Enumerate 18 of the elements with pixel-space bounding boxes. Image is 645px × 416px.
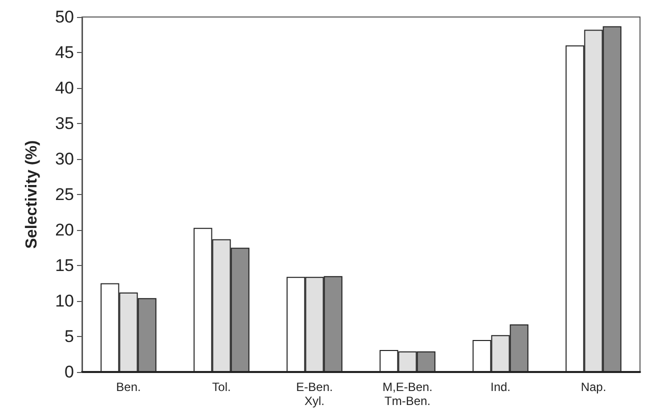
x-tick-label: Ind.: [490, 380, 511, 394]
y-tick-label: 40: [55, 78, 74, 98]
y-tick-label: 0: [64, 362, 74, 382]
y-tick-label: 30: [55, 150, 74, 168]
y-tick-label: 10: [55, 292, 74, 310]
x-tick-label: M,E-Ben. Tm-Ben.: [382, 380, 433, 408]
x-tick-label: E-Ben. Xyl.: [296, 380, 333, 408]
y-tick-label: 45: [55, 43, 74, 62]
y-tick-label: 35: [55, 114, 74, 133]
x-tick-label: Nap.: [580, 380, 606, 394]
y-tick-label: 25: [55, 185, 74, 204]
x-tick-label: Ben.: [116, 380, 141, 394]
x-tick-label: Tol.: [212, 380, 231, 394]
y-axis-title: Selectivity (%): [24, 140, 40, 249]
y-tick-label: 50: [55, 8, 74, 26]
y-tick-label: 5: [64, 327, 74, 346]
y-tick-label: 20: [55, 220, 74, 240]
y-tick-label: 15: [55, 256, 74, 275]
